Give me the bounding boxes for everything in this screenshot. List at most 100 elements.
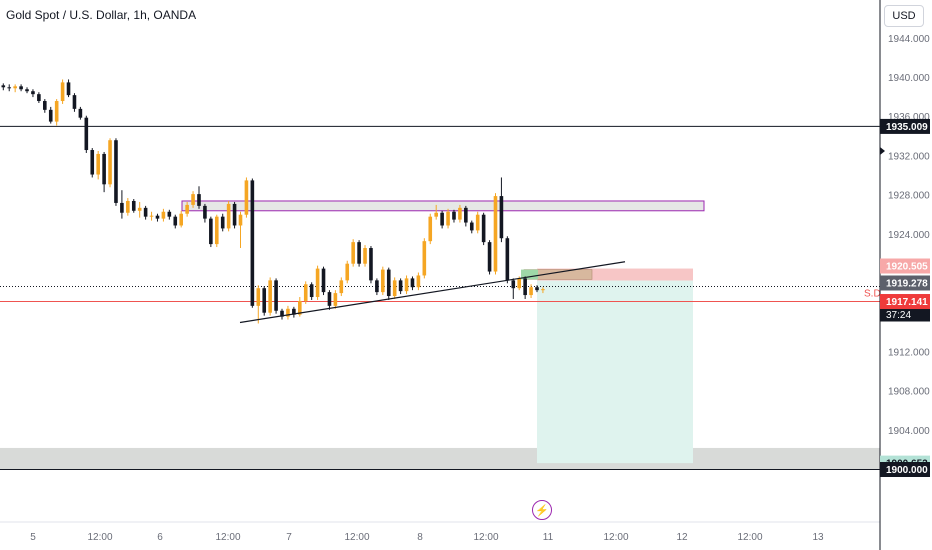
candle [446, 211, 450, 226]
candle [339, 280, 344, 294]
price-label-box [880, 294, 930, 310]
supply-zone [181, 200, 705, 212]
candle [96, 153, 100, 175]
lightning-icon[interactable]: ⚡ [532, 500, 552, 520]
y-tick-label: 1912.000 [888, 347, 930, 358]
candle [197, 194, 201, 206]
x-tick-label: 5 [30, 532, 36, 543]
price-label-countdown: 37:24 [886, 310, 911, 321]
candle [523, 278, 527, 296]
take-profit-zone [537, 280, 693, 464]
y-tick-label: 1936.000 [888, 112, 930, 123]
candle [143, 207, 148, 217]
candle [191, 194, 195, 205]
x-tick-label: 12:00 [215, 532, 240, 543]
candle [262, 288, 267, 313]
candle [238, 214, 243, 226]
candle [286, 308, 290, 317]
candle [280, 310, 284, 317]
candle [416, 275, 421, 288]
candle [404, 278, 409, 292]
candle [203, 205, 207, 219]
candle [381, 269, 385, 293]
candle [493, 196, 498, 272]
candle [72, 95, 77, 109]
candle [505, 238, 510, 281]
candle [386, 269, 391, 297]
candle [363, 248, 367, 264]
candle [185, 204, 189, 214]
candle [268, 280, 272, 313]
y-tick-label: 1932.000 [888, 151, 930, 162]
y-tick-label: 1940.000 [888, 73, 930, 84]
x-tick-label: 11 [543, 532, 554, 543]
candle [327, 292, 332, 306]
candle [13, 86, 17, 89]
trendline[interactable] [239, 261, 626, 324]
candle [292, 308, 296, 315]
candle [179, 213, 183, 226]
candle [60, 82, 65, 102]
price-label-box [880, 275, 930, 291]
candle [464, 207, 468, 223]
candle [232, 203, 237, 226]
candle [1, 85, 6, 88]
symbol-title: Gold Spot / U.S. Dollar, 1h, OANDA [6, 8, 197, 22]
candle [392, 280, 397, 297]
x-tick-label: 12:00 [737, 532, 762, 543]
candle [214, 216, 219, 245]
candle [161, 211, 166, 219]
candle [345, 263, 350, 281]
candle [226, 203, 231, 229]
price-label-box [880, 258, 930, 274]
candle [351, 242, 355, 264]
x-tick-label: 12 [676, 532, 688, 543]
candle [114, 140, 118, 203]
candle [535, 287, 539, 291]
candle [250, 180, 255, 306]
x-tick-label: 12:00 [344, 532, 369, 543]
y-tick-label: 1904.000 [888, 426, 930, 437]
candle [541, 289, 545, 291]
candle [517, 278, 522, 289]
y-tick-label: 1928.000 [888, 191, 930, 202]
candle [173, 216, 178, 226]
price-label: 1919.278 [886, 279, 928, 290]
demand-zone [0, 447, 880, 470]
candle [375, 280, 379, 293]
price-label: 1920.505 [886, 262, 928, 273]
sd-label: S.D [864, 289, 881, 300]
candle [155, 215, 160, 219]
candle [333, 293, 338, 306]
candle [309, 284, 314, 298]
candle [256, 288, 261, 306]
candle [37, 94, 41, 102]
candle [458, 207, 462, 220]
candle [137, 207, 142, 211]
candle [298, 300, 302, 315]
candle [475, 214, 480, 231]
axis-pointer [880, 147, 885, 155]
candle [31, 91, 35, 95]
x-tick-label: 12:00 [473, 532, 498, 543]
currency-button[interactable]: USD [884, 5, 924, 27]
candle [357, 242, 361, 264]
candle [481, 214, 486, 243]
candle [48, 109, 53, 122]
candle [428, 216, 433, 242]
candle [511, 280, 516, 289]
candle [25, 89, 29, 92]
x-tick-label: 12:00 [87, 532, 112, 543]
candle [303, 284, 308, 301]
price-label-box [880, 462, 930, 477]
candle [102, 153, 106, 185]
candle [108, 140, 112, 185]
candle [321, 268, 326, 293]
candle [209, 218, 213, 245]
y-tick-label: 1924.000 [888, 230, 930, 241]
x-tick-label: 6 [157, 532, 163, 543]
candle [90, 150, 95, 175]
candle [434, 212, 438, 217]
candle [220, 216, 225, 229]
